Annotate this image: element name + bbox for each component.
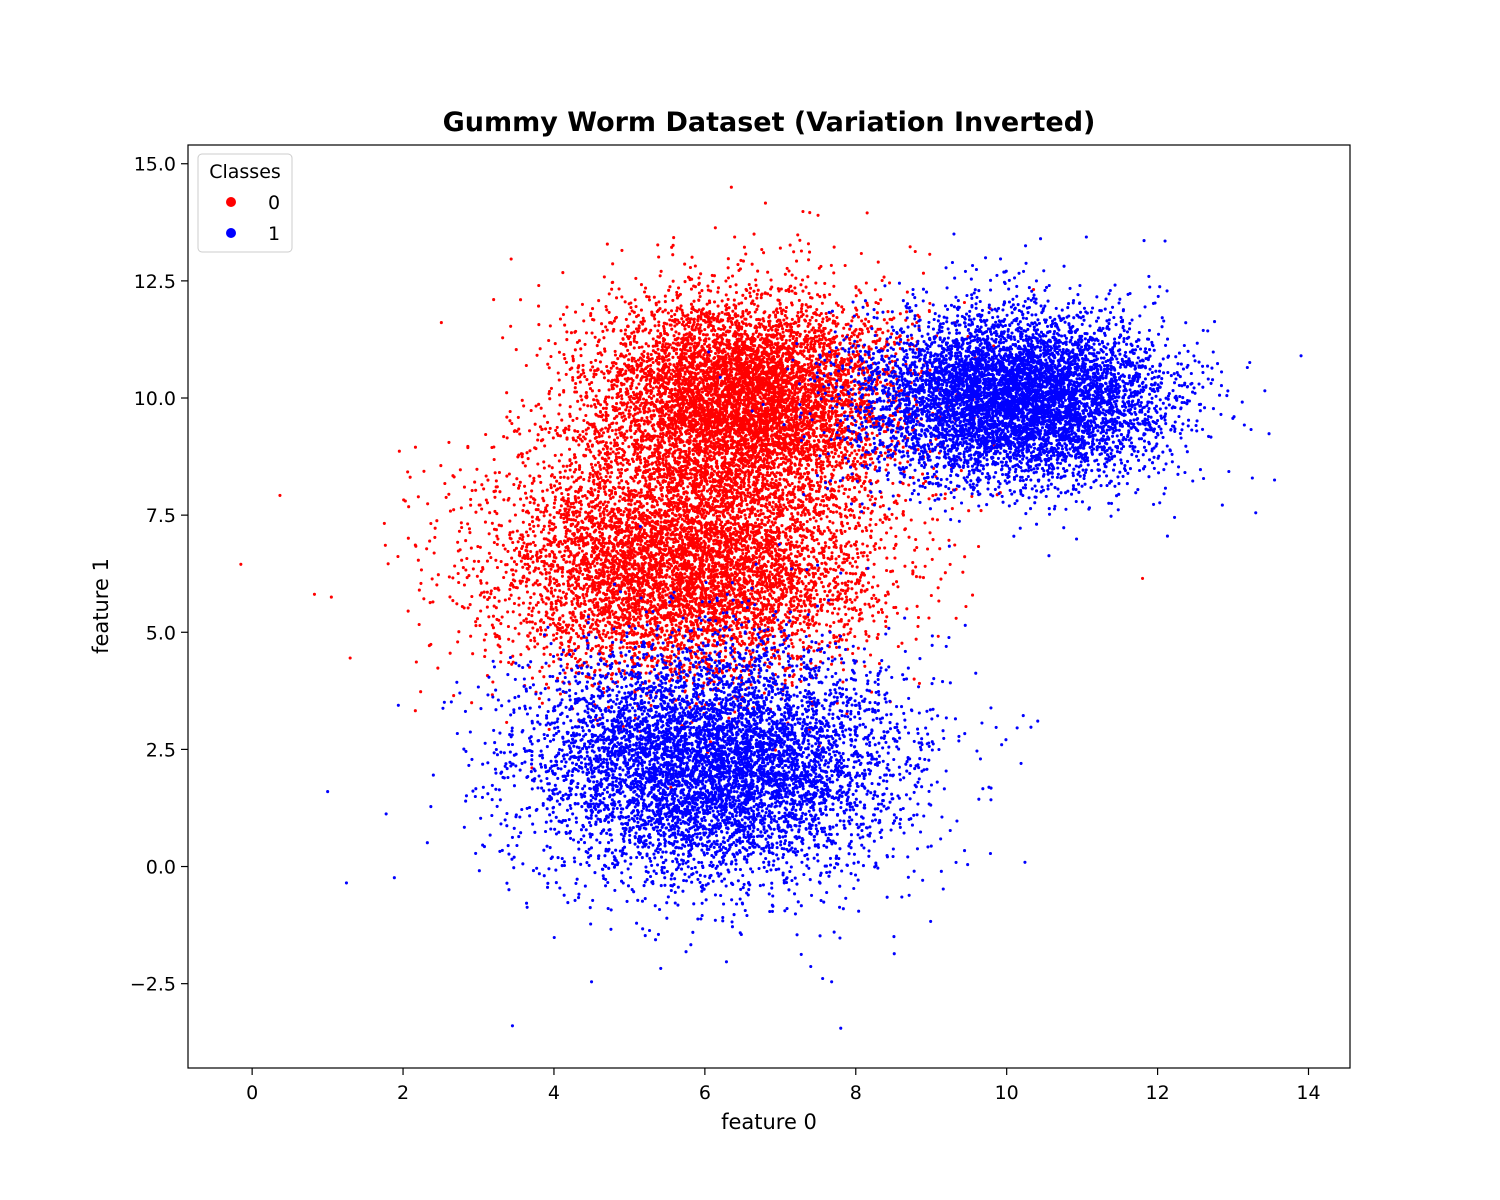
x-tick-label: 8: [850, 1082, 862, 1104]
y-tick-label: −2.5: [130, 974, 176, 996]
legend-label-class-1: 1: [268, 223, 280, 245]
legend-title: Classes: [209, 161, 281, 183]
legend-label-class-0: 0: [268, 192, 280, 214]
y-axis-label: feature 1: [89, 558, 113, 654]
y-tick-label: 7.5: [146, 505, 176, 527]
y-tick-label: 5.0: [146, 622, 176, 644]
x-axis-ticks: 0 2 4 6 8 10 12 14: [246, 1068, 1321, 1104]
points-class-0: [239, 185, 1145, 826]
data-points: [239, 185, 1303, 1030]
y-tick-label: 12.5: [134, 271, 176, 293]
x-tick-label: 12: [1145, 1082, 1169, 1104]
legend-marker-class-0: [226, 197, 236, 207]
y-axis-ticks: −2.5 0.0 2.5 5.0 7.5 10.0 12.5 15.0: [130, 154, 188, 996]
legend-marker-class-1: [226, 228, 236, 238]
y-tick-label: 10.0: [134, 388, 176, 410]
x-tick-label: 14: [1296, 1082, 1320, 1104]
y-tick-label: 2.5: [146, 739, 176, 761]
plot-area: [188, 145, 1350, 1068]
y-tick-label: 15.0: [134, 154, 176, 176]
x-tick-label: 0: [246, 1082, 258, 1104]
x-tick-label: 6: [699, 1082, 711, 1104]
x-tick-label: 4: [548, 1082, 560, 1104]
series-class-0: [239, 185, 1145, 826]
x-tick-label: 2: [397, 1082, 409, 1104]
points-class-1: [326, 232, 1303, 1030]
series-class-1: [326, 232, 1303, 1030]
y-tick-label: 0.0: [146, 857, 176, 879]
chart-title: Gummy Worm Dataset (Variation Inverted): [443, 107, 1096, 138]
legend-box: [197, 153, 293, 253]
plot-frame: [187, 144, 1351, 1069]
x-tick-label: 10: [995, 1082, 1019, 1104]
x-axis-label: feature 0: [721, 1110, 817, 1134]
legend: Classes 0 1: [197, 153, 293, 253]
